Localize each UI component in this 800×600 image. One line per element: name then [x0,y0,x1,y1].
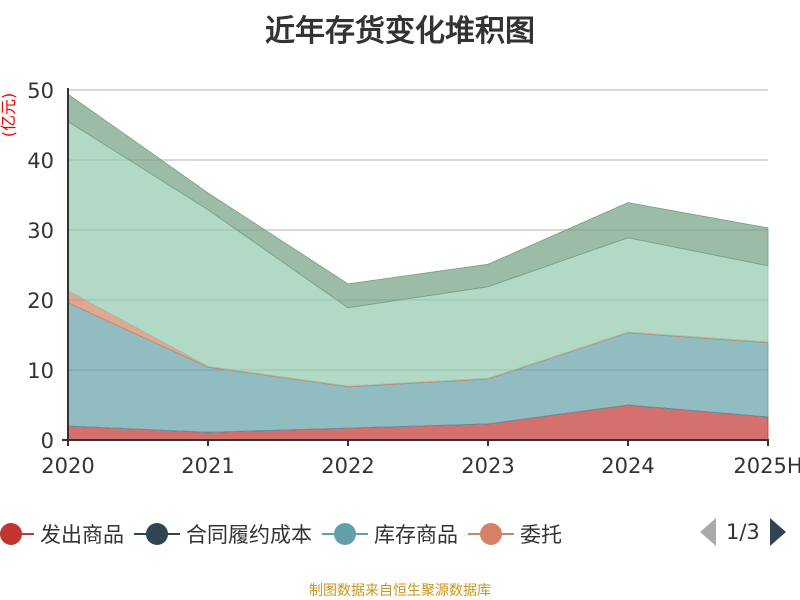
legend-next-icon[interactable] [769,518,786,546]
legend-item[interactable]: 委托 [468,519,562,549]
legend-item[interactable]: 库存商品 [322,519,458,549]
x-tick-label: 2021 [181,454,234,478]
legend-label: 合同履约成本 [186,523,312,547]
legend-marker-icon [0,522,34,546]
y-tick-label: 30 [27,219,54,243]
legend-item[interactable]: 合同履约成本 [134,519,312,549]
x-tick-label: 2024 [601,454,654,478]
legend-marker-icon [322,522,368,546]
area-series-5 [67,93,769,309]
x-tick-label: 2020 [41,454,94,478]
legend-page: 1/3 [726,520,760,544]
legend-marker-icon [468,522,514,546]
y-tick-label: 0 [41,429,54,453]
x-tick-label: 2022 [321,454,374,478]
y-tick-label: 10 [27,359,54,383]
legend-prev-icon[interactable] [700,518,716,546]
y-axis-label: (亿元) [0,93,18,138]
legend-label: 发出商品 [40,523,124,547]
legend-pager: 1/3 [700,518,786,546]
y-tick-label: 50 [27,79,54,103]
source-footer: 制图数据来自恒生聚源数据库 [309,583,491,599]
y-tick-label: 20 [27,289,54,313]
legend-item[interactable]: 发出商品 [0,519,124,549]
chart-title: 近年存货变化堆积图 [265,14,535,49]
x-tick-label: 2023 [461,454,514,478]
x-tick-label: 2025H [733,454,800,478]
legend-label: 库存商品 [374,523,458,547]
legend-marker-icon [134,522,180,546]
legend-label: 委托 [520,523,562,547]
y-tick-label: 40 [27,149,54,173]
legend: 发出商品 合同履约成本 库存商品 委托 [0,518,688,550]
